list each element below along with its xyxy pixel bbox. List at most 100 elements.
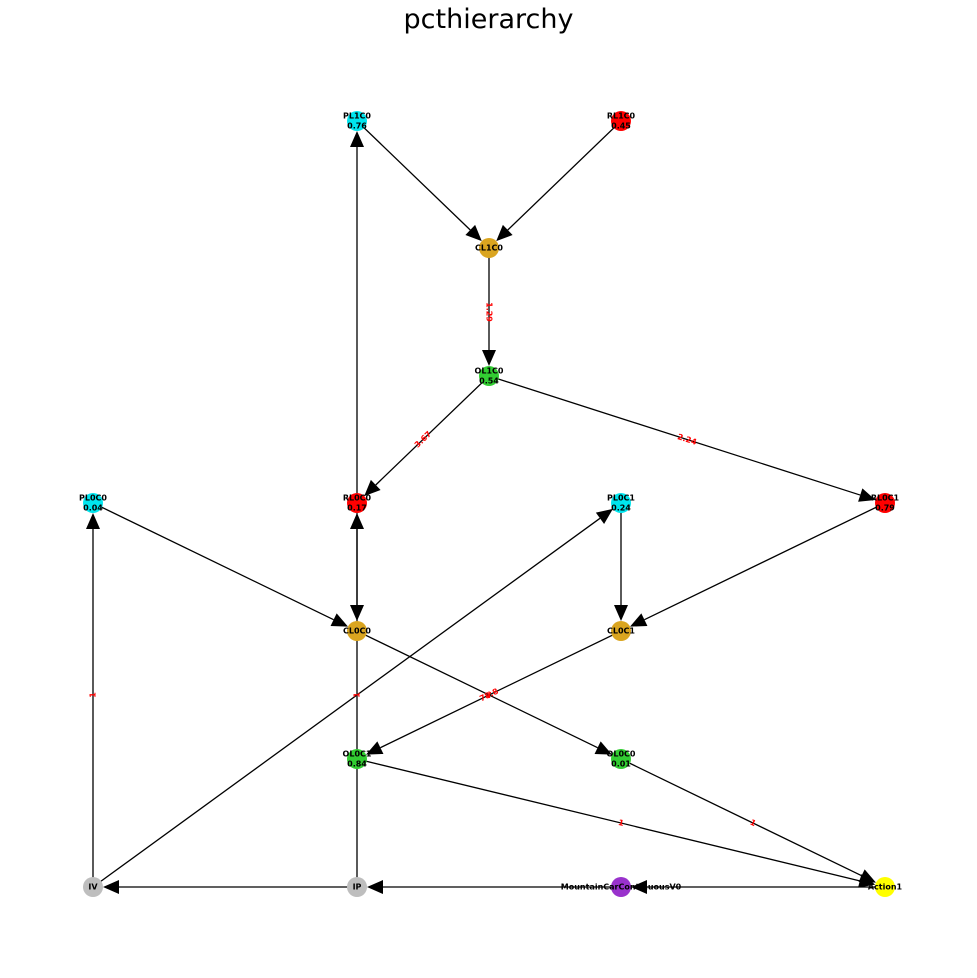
node-circle	[875, 493, 895, 513]
node-circle	[83, 493, 103, 513]
edge-label: 1	[485, 690, 494, 701]
edge-OL0C0-to-Action1	[620, 758, 877, 883]
edge-label: 2.24	[676, 432, 698, 447]
edge-line	[92, 517, 601, 888]
edge-RL1C0-to-CL1C0	[496, 120, 622, 242]
node-MountainCarContinuousV0[interactable]: MountainCarContinuousV0	[561, 877, 682, 897]
node-value: 0.79	[875, 504, 895, 513]
node-circle	[479, 238, 499, 258]
edge-line	[356, 758, 860, 882]
edge-label: 78.8	[478, 686, 500, 703]
edge-line	[92, 502, 334, 621]
node-circle	[611, 749, 631, 769]
node-label: MountainCarContinuousV0	[561, 883, 682, 892]
arrowhead	[594, 741, 613, 755]
edge-CL0C0-to-OL0C0	[356, 630, 613, 755]
node-IV[interactable]: IV	[83, 877, 103, 897]
node-CL1C0[interactable]: CL1C0	[475, 238, 503, 258]
node-circle	[347, 111, 367, 131]
arrowhead	[367, 880, 383, 894]
node-label: OL0C0	[607, 750, 636, 759]
edge-line	[356, 120, 471, 231]
diagram-title: pcthierarchy	[403, 4, 574, 35]
node-circle	[347, 621, 367, 641]
edge-CL0C1-to-OL0C1	[365, 630, 622, 755]
edge-line	[507, 120, 622, 231]
arrowhead	[631, 880, 647, 894]
arrowhead	[350, 513, 364, 529]
node-circle	[611, 877, 631, 897]
edge-line	[644, 502, 886, 621]
edge-label: 1	[353, 692, 362, 698]
edge-RL0C0-to-PL1C0	[350, 131, 364, 503]
arrowhead	[364, 479, 381, 497]
edge-OL1C0-to-RL0C1	[488, 375, 876, 502]
edge-RL0C1-to-CL0C1	[629, 502, 886, 627]
node-label: OL0C1	[343, 750, 372, 759]
edge-IV-to-PL0C0	[86, 513, 100, 887]
node-circle	[875, 877, 895, 897]
arrowhead	[86, 513, 100, 529]
node-value: 0.01	[611, 760, 631, 769]
edge-OL1C0-to-RL0C0	[364, 375, 490, 497]
node-label: IV	[88, 883, 98, 892]
edge-line	[620, 758, 862, 877]
node-IP[interactable]: IP	[347, 877, 367, 897]
node-circle	[611, 493, 631, 513]
node-label: CL1C0	[475, 244, 503, 253]
arrowhead	[629, 613, 648, 627]
edge-PL0C0-to-CL0C0	[92, 502, 349, 627]
arrowhead	[595, 508, 613, 524]
node-CL0C0[interactable]: CL0C0	[343, 621, 371, 641]
arrowhead	[365, 741, 384, 755]
arrowhead	[330, 613, 349, 627]
node-label: IP	[353, 883, 362, 892]
arrowhead	[496, 224, 513, 242]
edge-label: 1	[617, 818, 625, 828]
arrowhead	[858, 869, 877, 883]
edge-IV-to-PL0C1	[92, 508, 613, 888]
node-circle	[347, 493, 367, 513]
node-label: RL0C0	[343, 494, 372, 503]
node-circle	[611, 111, 631, 131]
edge-CL1C0-to-OL1C0	[482, 248, 496, 366]
node-CL0C1[interactable]: CL0C1	[607, 621, 635, 641]
edge-label: 1	[749, 818, 758, 829]
node-circle	[347, 877, 367, 897]
node-value: 0.17	[347, 504, 367, 513]
arrowhead	[350, 131, 364, 147]
arrowhead	[858, 488, 876, 502]
arrowhead	[482, 350, 496, 366]
node-label: PL1C0	[343, 112, 371, 121]
node-label: PL0C1	[607, 494, 635, 503]
edge-line	[375, 375, 490, 486]
edge-IP-to-IV	[103, 880, 357, 894]
edge-MountainCarContinuousV0-to-IP	[367, 880, 621, 894]
node-label: RL0C1	[871, 494, 900, 503]
edge-IP-to-RL0C0	[350, 513, 364, 887]
node-value: 0.84	[347, 760, 367, 769]
node-value: 0.24	[611, 504, 631, 513]
edge-Action1-to-MountainCarContinuousV0	[631, 880, 885, 894]
node-value: 0.76	[347, 122, 367, 131]
node-label: OL1C0	[475, 367, 504, 376]
node-value: 0.45	[611, 122, 631, 131]
node-label: Action1	[868, 883, 903, 892]
node-circle	[479, 366, 499, 386]
edges-layer	[86, 120, 886, 894]
arrowhead	[103, 880, 119, 894]
node-circle	[347, 749, 367, 769]
node-label: CL0C1	[607, 627, 635, 636]
node-Action1[interactable]: Action1	[868, 877, 903, 897]
